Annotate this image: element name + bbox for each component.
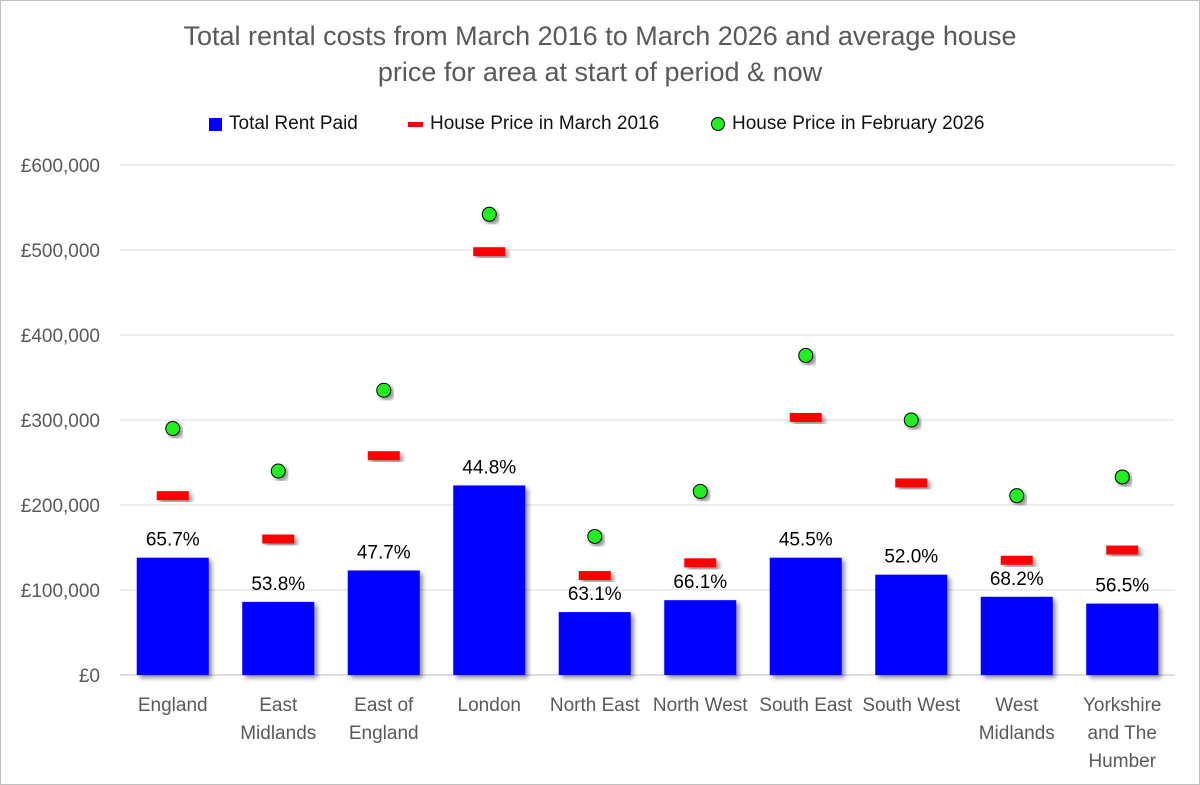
y-tick-label: £0 <box>79 666 100 687</box>
category-label: and The <box>1088 723 1157 744</box>
dot-marker <box>376 382 392 398</box>
chart-title-line-1: Total rental costs from March 2016 to Ma… <box>183 21 1017 51</box>
data-label: 53.8% <box>251 574 305 595</box>
category-label: London <box>458 695 521 716</box>
x-axis: England East Midlands East of England London N… <box>138 695 1162 772</box>
y-axis: £0 £100,000 £200,000 £300,000 £400,000 £500,0… <box>21 156 100 687</box>
legend-item-house-price-2026: House Price in February 2026 <box>711 110 984 138</box>
data-label: 45.5% <box>779 530 833 551</box>
category-label: England <box>349 723 419 744</box>
category-label: England <box>138 695 208 716</box>
legend-item-house-price-2016: House Price in March 2016 <box>408 110 659 138</box>
data-label: 47.7% <box>357 542 411 563</box>
dash-series <box>156 247 1139 581</box>
legend-label-house-price-2026: House Price in February 2026 <box>732 113 985 134</box>
legend-label-total-rent: Total Rent Paid <box>229 113 358 134</box>
dash-marker <box>156 491 189 501</box>
dash-marker <box>789 412 822 422</box>
category-label: South West <box>862 695 961 716</box>
legend-dot-swatch <box>711 117 725 131</box>
dot-marker <box>481 206 497 222</box>
category-label: East of <box>354 695 414 716</box>
dot-series <box>165 206 1130 544</box>
bar <box>769 557 842 675</box>
category-label: Yorkshire <box>1083 695 1162 716</box>
y-tick-label: £100,000 <box>21 581 100 602</box>
chart-title: Total rental costs from March 2016 to Ma… <box>0 18 1200 90</box>
legend-item-total-rent: Total Rent Paid <box>209 110 358 138</box>
y-tick-label: £400,000 <box>21 326 100 347</box>
data-label: 44.8% <box>462 457 516 478</box>
dash-marker <box>578 571 611 581</box>
category-label: South East <box>759 695 853 716</box>
y-tick-label: £300,000 <box>21 411 100 432</box>
data-labels: 65.7% 53.8% 47.7% 44.8% 63.1% 66.1% 45.5% 52.0%… <box>146 457 1149 605</box>
y-tick-label: £600,000 <box>21 156 100 177</box>
y-tick-label: £500,000 <box>21 241 100 262</box>
dot-marker <box>903 412 919 428</box>
chart-legend: Total Rent Paid House Price in March 201… <box>0 110 1200 138</box>
gridlines <box>120 164 1175 676</box>
bar <box>558 612 631 675</box>
bar <box>136 557 209 675</box>
data-label: 68.2% <box>990 569 1044 590</box>
category-label: Midlands <box>240 723 316 744</box>
category-label: North East <box>550 695 640 716</box>
bar <box>980 596 1053 675</box>
dot-marker <box>270 463 286 479</box>
dash-marker <box>684 558 717 568</box>
dash-marker <box>262 534 295 544</box>
bar <box>347 570 420 675</box>
dash-marker <box>1000 555 1033 565</box>
dot-marker <box>1009 488 1025 504</box>
bar <box>664 600 737 675</box>
data-label: 65.7% <box>146 530 200 551</box>
category-label: Humber <box>1088 751 1156 772</box>
category-label: Midlands <box>979 723 1055 744</box>
bar <box>453 485 526 675</box>
legend-label-house-price-2016: House Price in March 2016 <box>430 113 660 134</box>
legend-dash-swatch <box>408 121 423 127</box>
dot-marker <box>165 421 181 436</box>
dot-marker <box>587 528 603 544</box>
bar <box>242 601 315 675</box>
dash-marker <box>367 451 400 461</box>
y-tick-label: £200,000 <box>21 496 100 517</box>
data-label: 66.1% <box>673 572 727 593</box>
category-label: West <box>995 695 1039 716</box>
bar <box>875 574 948 675</box>
bar <box>1086 603 1159 675</box>
data-label: 56.5% <box>1095 576 1149 597</box>
legend-bar-swatch <box>209 117 222 131</box>
dot-marker <box>692 483 708 499</box>
data-label: 63.1% <box>568 584 622 605</box>
dot-marker <box>798 347 814 363</box>
dash-marker <box>1106 545 1139 555</box>
data-label: 52.0% <box>884 547 938 568</box>
category-label: East <box>259 695 298 716</box>
category-label: North West <box>653 695 748 716</box>
dash-marker <box>473 247 506 257</box>
dot-marker <box>1114 469 1130 485</box>
bar-series <box>136 485 1159 675</box>
chart-title-line-2: price for area at start of period & now <box>377 57 823 87</box>
dash-marker <box>895 478 928 488</box>
